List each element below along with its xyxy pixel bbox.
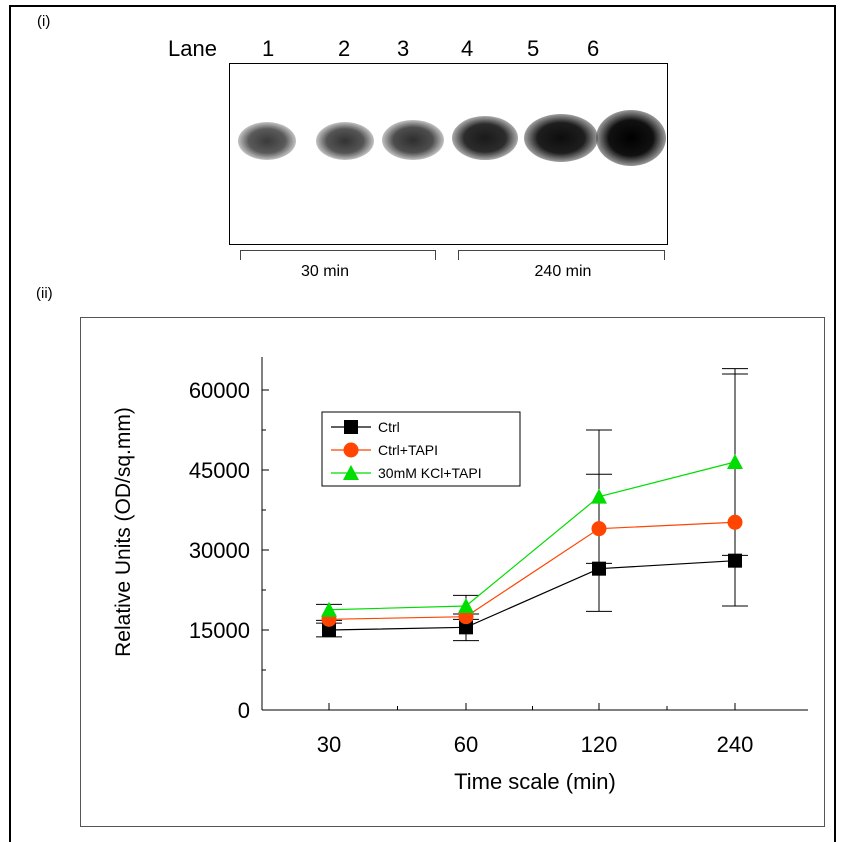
x-tick-label: 120 xyxy=(581,732,618,757)
lane-number-3: 3 xyxy=(397,36,410,61)
data-point-series-0 xyxy=(592,561,606,576)
legend-marker xyxy=(343,442,359,458)
blot-band-lane-6 xyxy=(596,110,666,166)
blot-band-lane-2 xyxy=(316,122,374,160)
data-point-series-0 xyxy=(728,553,742,568)
lane-label: Lane xyxy=(168,36,217,61)
data-point-series-2 xyxy=(321,601,337,617)
blot-band-lane-5 xyxy=(524,114,598,162)
lane-number-6: 6 xyxy=(587,36,600,61)
legend-label: 30mM KCl+TAPI xyxy=(378,465,482,481)
legend-marker xyxy=(344,420,358,434)
data-point-series-0 xyxy=(322,623,336,637)
data-point-series-2 xyxy=(591,488,607,504)
chart-frame xyxy=(80,317,825,827)
data-point-series-2 xyxy=(458,598,474,613)
y-tick-label: 15000 xyxy=(189,618,250,643)
legend-label: Ctrl xyxy=(378,419,400,435)
x-axis-title: Time scale (min) xyxy=(454,769,616,794)
group-label-30min: 30 min xyxy=(300,263,350,280)
western-blot-image xyxy=(229,63,668,245)
x-tick-label: 30 xyxy=(317,732,341,757)
legend-marker xyxy=(343,465,359,480)
data-point-series-0 xyxy=(459,620,473,635)
data-point-series-1 xyxy=(591,521,607,537)
y-axis-title: Relative Units (OD/sq.mm) xyxy=(112,407,135,657)
panel-i-label: (i) xyxy=(37,13,51,30)
data-point-series-1 xyxy=(727,514,743,530)
blot-band-lane-3 xyxy=(382,120,444,160)
x-tick-label: 240 xyxy=(717,732,754,757)
x-tick-label: 60 xyxy=(454,732,478,757)
series-line-0 xyxy=(328,560,736,631)
group-label-240min: 240 min xyxy=(534,263,592,280)
y-tick-label: 30000 xyxy=(189,538,250,563)
series-line-1 xyxy=(328,521,736,620)
panel-ii-label: (ii) xyxy=(36,285,53,302)
lane-number-5: 5 xyxy=(527,36,540,61)
y-tick-label: 0 xyxy=(238,698,250,723)
bracket-30min xyxy=(240,250,436,260)
lane-number-1: 1 xyxy=(262,36,275,61)
blot-band-lane-4 xyxy=(452,116,518,160)
data-point-series-2 xyxy=(727,454,743,469)
figure-frame xyxy=(9,5,836,842)
bracket-240min xyxy=(458,250,665,260)
lane-number-4: 4 xyxy=(461,36,474,61)
y-tick-label: 45000 xyxy=(189,458,250,483)
y-tick-label: 60000 xyxy=(189,378,250,403)
lane-number-2: 2 xyxy=(338,36,351,61)
series-line-2 xyxy=(328,461,736,611)
legend-label: Ctrl+TAPI xyxy=(378,442,438,458)
blot-band-lane-1 xyxy=(238,122,296,160)
